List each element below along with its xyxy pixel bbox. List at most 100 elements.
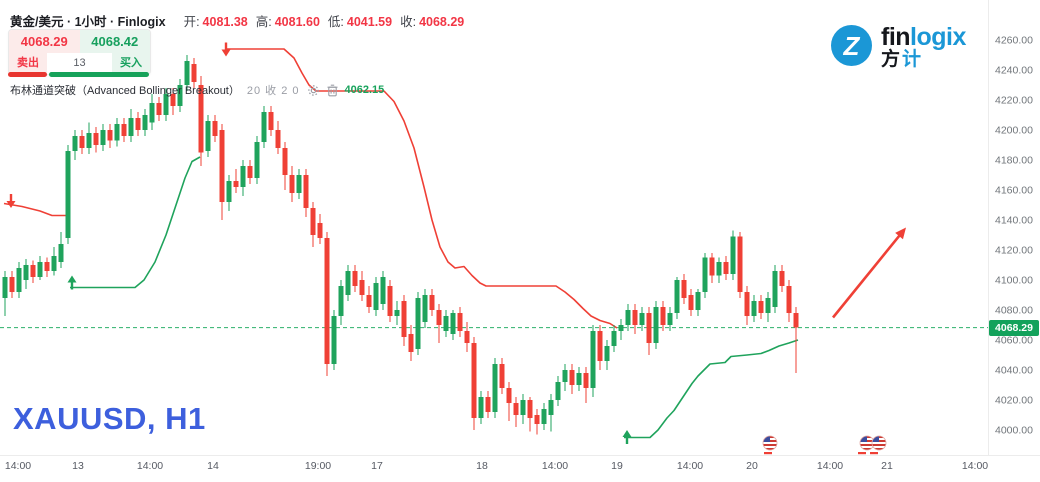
candle[interactable] — [646, 307, 652, 355]
buy-button[interactable]: 买入 — [112, 53, 150, 74]
candle[interactable] — [492, 358, 498, 418]
candle[interactable] — [373, 277, 379, 316]
candle[interactable] — [618, 319, 624, 340]
candle[interactable] — [254, 136, 260, 184]
candle[interactable] — [163, 88, 169, 121]
candle[interactable] — [331, 310, 337, 370]
candle[interactable] — [604, 340, 610, 370]
candle[interactable] — [702, 253, 708, 298]
candle[interactable] — [79, 130, 85, 154]
candle[interactable] — [583, 367, 589, 403]
candle[interactable] — [114, 118, 120, 147]
candle[interactable] — [436, 304, 442, 343]
candle[interactable] — [303, 169, 309, 217]
candle[interactable] — [72, 130, 78, 160]
candle[interactable] — [723, 256, 729, 280]
candle[interactable] — [100, 124, 106, 151]
candle[interactable] — [65, 145, 71, 244]
candle[interactable] — [212, 115, 218, 142]
candle[interactable] — [247, 160, 253, 184]
candle[interactable] — [513, 397, 519, 427]
candle[interactable] — [639, 307, 645, 331]
candle[interactable] — [338, 280, 344, 325]
candle[interactable] — [30, 260, 36, 284]
candle[interactable] — [597, 325, 603, 370]
candle[interactable] — [478, 391, 484, 424]
delete-icon[interactable] — [327, 84, 338, 97]
candle[interactable] — [233, 169, 239, 193]
candle[interactable] — [415, 292, 421, 355]
candle[interactable] — [457, 307, 463, 337]
candle[interactable] — [716, 257, 722, 284]
candle[interactable] — [177, 79, 183, 112]
candle[interactable] — [240, 160, 246, 196]
candle[interactable] — [527, 397, 533, 432]
candle[interactable] — [191, 58, 197, 88]
candle[interactable] — [611, 325, 617, 352]
candle[interactable] — [506, 382, 512, 421]
candle[interactable] — [107, 124, 113, 148]
candle[interactable] — [282, 142, 288, 190]
candle[interactable] — [744, 286, 750, 325]
candle[interactable] — [142, 109, 148, 136]
candle[interactable] — [359, 271, 365, 301]
candle[interactable] — [324, 232, 330, 376]
candle[interactable] — [758, 295, 764, 319]
candle[interactable] — [345, 265, 351, 301]
candle[interactable] — [779, 265, 785, 292]
candle[interactable] — [408, 325, 414, 361]
candle[interactable] — [520, 394, 526, 424]
candle[interactable] — [198, 76, 204, 166]
candle[interactable] — [51, 247, 57, 276]
candle[interactable] — [485, 391, 491, 418]
candle[interactable] — [681, 274, 687, 304]
candle[interactable] — [429, 289, 435, 316]
candle[interactable] — [219, 124, 225, 220]
settings-icon[interactable] — [307, 84, 320, 97]
candle[interactable] — [534, 409, 540, 435]
candle[interactable] — [93, 127, 99, 153]
candle[interactable] — [205, 115, 211, 157]
candle[interactable] — [401, 295, 407, 346]
candle[interactable] — [170, 88, 176, 115]
candle[interactable] — [569, 364, 575, 394]
candle[interactable] — [23, 259, 29, 289]
candle[interactable] — [709, 253, 715, 283]
candle[interactable] — [695, 289, 701, 316]
buy-price[interactable]: 4068.42 — [79, 30, 150, 53]
sell-button[interactable]: 卖出 — [9, 53, 47, 74]
candle[interactable] — [730, 230, 736, 281]
candle[interactable] — [44, 257, 50, 278]
candle[interactable] — [737, 232, 743, 298]
candle[interactable] — [366, 286, 372, 313]
candle[interactable] — [688, 289, 694, 316]
candle[interactable] — [786, 280, 792, 322]
candle[interactable] — [387, 280, 393, 322]
candle[interactable] — [296, 169, 302, 199]
candle[interactable] — [135, 112, 141, 136]
candle[interactable] — [555, 376, 561, 406]
sell-price[interactable]: 4068.29 — [9, 30, 80, 53]
candle[interactable] — [765, 292, 771, 322]
candle[interactable] — [653, 301, 659, 349]
candle[interactable] — [58, 232, 64, 268]
candle[interactable] — [450, 310, 456, 340]
candle[interactable] — [548, 394, 554, 432]
candle[interactable] — [562, 364, 568, 391]
candle[interactable] — [471, 337, 477, 430]
candle[interactable] — [499, 358, 505, 394]
candle[interactable] — [660, 301, 666, 331]
candle[interactable] — [317, 214, 323, 244]
candle[interactable] — [16, 262, 22, 298]
candle[interactable] — [268, 106, 274, 136]
candle[interactable] — [674, 277, 680, 319]
candle[interactable] — [380, 271, 386, 310]
candle[interactable] — [443, 310, 449, 337]
candle[interactable] — [310, 202, 316, 247]
candle[interactable] — [751, 295, 757, 322]
candle[interactable] — [261, 106, 267, 148]
candle[interactable] — [9, 271, 15, 298]
candle[interactable] — [352, 265, 358, 292]
candle[interactable] — [793, 307, 799, 373]
